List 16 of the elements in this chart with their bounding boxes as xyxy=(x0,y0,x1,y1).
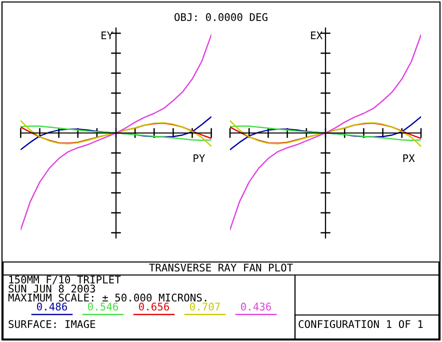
x-axis-title: PX xyxy=(403,154,415,162)
x-axis-title: PY xyxy=(194,154,205,162)
y-axis-title: EX xyxy=(311,32,323,40)
chart-title: OBJ: 0.0000 DEG xyxy=(174,13,268,22)
text: SUN JUN 8 2003 xyxy=(8,284,96,293)
text: 0.656 xyxy=(139,302,170,311)
text: 0.486 xyxy=(37,302,68,311)
text: TRANSVERSE RAY FAN PLOT xyxy=(149,264,293,272)
text: 0.436 xyxy=(241,302,272,311)
text: CONFIGURATION 1 OF 1 xyxy=(298,320,423,328)
text: 0.546 xyxy=(88,302,118,311)
text: 0.707 xyxy=(190,302,220,311)
text: 150MM F/10 TRIPLET xyxy=(9,276,121,284)
text: SURFACE: IMAGE xyxy=(8,320,96,328)
text: MAXIMUM SCALE: ± 50.000 MICRONS. xyxy=(8,294,206,302)
y-axis-title: EY xyxy=(102,32,113,40)
